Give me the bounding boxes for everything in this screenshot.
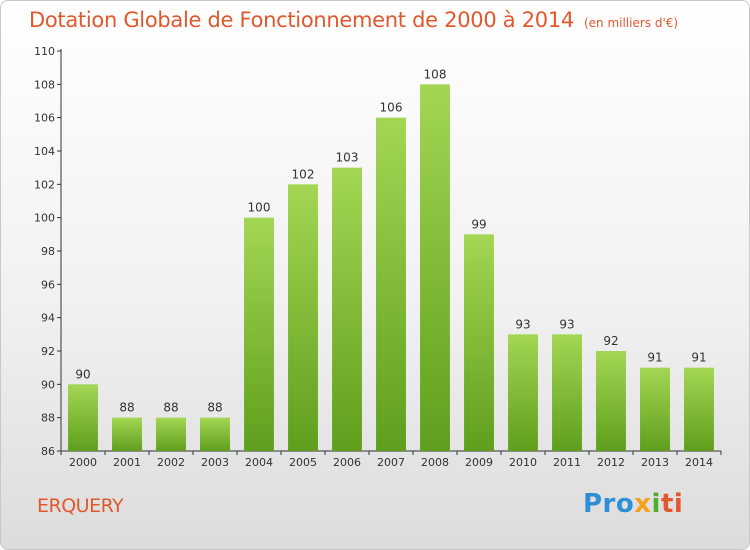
data-label: 106 xyxy=(380,101,403,115)
data-label: 102 xyxy=(292,167,315,181)
data-label: 90 xyxy=(75,367,90,381)
y-tick-label: 92 xyxy=(41,345,55,358)
logo-part-3: i xyxy=(651,489,661,519)
x-tick-label: 2012 xyxy=(597,456,625,469)
data-label: 92 xyxy=(603,334,618,348)
y-tick-label: 100 xyxy=(34,212,55,225)
chart-subtitle: (en milliers d'€) xyxy=(583,16,679,30)
chart-axes: 86 88 90 92 94 96 98 100 102 104 106 108 110 2000 2001… xyxy=(34,45,722,469)
bar xyxy=(640,367,670,451)
data-label: 88 xyxy=(207,401,222,415)
bar xyxy=(200,417,230,451)
chart-title-text: Dotation Globale de Fonctionnement de 20… xyxy=(29,8,574,32)
x-tick-label: 2009 xyxy=(465,456,493,469)
bar xyxy=(376,117,406,452)
bar xyxy=(684,367,714,451)
y-tick-label: 106 xyxy=(34,112,55,125)
y-tick-label: 88 xyxy=(41,412,55,425)
y-tick-label: 108 xyxy=(34,78,55,91)
y-tick-label: 102 xyxy=(34,178,55,191)
x-tick-label: 2013 xyxy=(641,456,669,469)
x-tick-label: 2008 xyxy=(421,456,449,469)
bar xyxy=(156,417,186,451)
data-label: 91 xyxy=(691,351,706,365)
logo-part-1: Pro xyxy=(583,489,635,519)
bar xyxy=(420,84,450,451)
data-label: 93 xyxy=(515,317,530,331)
data-label: 108 xyxy=(424,67,447,81)
logo-part-2: x xyxy=(634,489,652,519)
bar xyxy=(508,334,538,451)
bar xyxy=(244,217,274,451)
y-tick-label: 110 xyxy=(34,45,55,58)
bar xyxy=(68,384,98,451)
chart-data-labels: 90 88 88 88 100 102 103 106 108 99 93 93 92 91 91 xyxy=(75,67,706,414)
x-tick-label: 2002 xyxy=(157,456,185,469)
y-tick-label: 104 xyxy=(34,145,55,158)
x-tick-label: 2010 xyxy=(509,456,537,469)
y-tick-label: 86 xyxy=(41,445,55,458)
x-tick-label: 2007 xyxy=(377,456,405,469)
bar xyxy=(332,167,362,451)
x-tick-label: 2001 xyxy=(113,456,141,469)
data-label: 99 xyxy=(471,217,486,231)
logo-part-4: ti xyxy=(660,489,684,519)
chart-bars xyxy=(68,84,714,452)
data-label: 93 xyxy=(559,317,574,331)
x-tick-label: 2004 xyxy=(245,456,273,469)
x-tick-label: 2005 xyxy=(289,456,317,469)
x-tick-label: 2014 xyxy=(685,456,713,469)
commune-name: ERQUERY xyxy=(37,495,124,517)
bar xyxy=(112,417,142,451)
data-label: 91 xyxy=(647,351,662,365)
y-tick-label: 94 xyxy=(41,312,55,325)
data-label: 100 xyxy=(248,201,271,215)
chart-title: Dotation Globale de Fonctionnement de 20… xyxy=(29,8,678,32)
data-label: 88 xyxy=(119,401,134,415)
y-tick-label: 98 xyxy=(41,245,55,258)
y-tick-label: 96 xyxy=(41,278,55,291)
x-tick-label: 2011 xyxy=(553,456,581,469)
data-label: 88 xyxy=(163,401,178,415)
bar xyxy=(464,234,494,451)
bar xyxy=(552,334,582,451)
x-tick-label: 2000 xyxy=(69,456,97,469)
proxiti-logo[interactable]: Proxiti xyxy=(583,489,683,519)
bar xyxy=(596,351,626,451)
bar xyxy=(288,184,318,452)
y-tick-label: 90 xyxy=(41,378,55,391)
x-tick-label: 2003 xyxy=(201,456,229,469)
x-tick-label: 2006 xyxy=(333,456,361,469)
data-label: 103 xyxy=(336,151,359,165)
